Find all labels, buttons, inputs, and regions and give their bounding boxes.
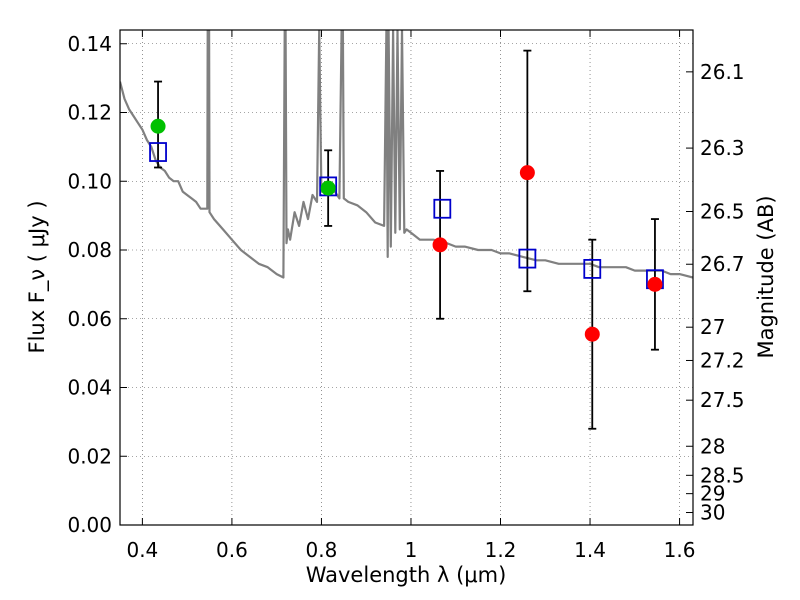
y-tick-label: 0.02 xyxy=(67,444,112,468)
observed-point-red xyxy=(519,165,535,181)
x-tick-label: 0.8 xyxy=(306,538,338,562)
y-tick-label: 0.14 xyxy=(67,32,112,56)
y-axis-label: Flux F_ν ( μJy ) xyxy=(25,200,50,353)
x-tick-labels: 0.4 0.6 0.8 1 1.2 1.4 1.6 xyxy=(126,538,695,562)
x-tick-label: 1 xyxy=(405,538,418,562)
y2-tick-label: 27.5 xyxy=(700,388,745,412)
observed-point-red xyxy=(432,237,448,253)
y2-tick-label: 28.5 xyxy=(700,463,745,487)
observed-point-green xyxy=(320,180,336,196)
y2-tick-label: 26.5 xyxy=(700,199,745,223)
y2-axis-label: Magnitude (AB) xyxy=(754,195,778,358)
grid xyxy=(120,30,693,526)
observed-point-green xyxy=(150,118,166,134)
model-photometry-square xyxy=(149,142,167,162)
observed-point-red xyxy=(584,326,600,342)
axes-frame xyxy=(119,29,694,526)
model-spectrum-line xyxy=(120,30,693,279)
axis-ticks xyxy=(120,30,693,526)
x-tick-label: 0.6 xyxy=(216,538,248,562)
x-tick-label: 1.6 xyxy=(664,538,696,562)
y2-tick-label: 27 xyxy=(700,315,725,339)
y-tick-labels: 0.00 0.02 0.04 0.06 0.08 0.10 0.12 0.14 xyxy=(67,32,112,537)
y2-tick-label: 29 xyxy=(700,482,725,506)
y-tick-label: 0.12 xyxy=(67,101,112,125)
y2-tick-label: 26.1 xyxy=(700,60,745,84)
y-tick-label: 0.06 xyxy=(67,307,112,331)
y-tick-label: 0.10 xyxy=(67,169,112,193)
model-photometry-square xyxy=(433,198,452,219)
x-tick-label: 1.2 xyxy=(485,538,517,562)
observed-point-red xyxy=(647,276,663,292)
y-tick-label: 0.04 xyxy=(67,376,112,400)
x-axis-label: Wavelength λ (μm) xyxy=(306,563,507,587)
y2-tick-label: 26.7 xyxy=(700,252,745,276)
y2-tick-label: 28 xyxy=(700,434,725,458)
plot-area xyxy=(120,30,693,430)
y2-tick-label: 30 xyxy=(700,501,725,525)
y-tick-label: 0.08 xyxy=(67,238,112,262)
y2-tick-label: 26.3 xyxy=(700,136,745,160)
y-tick-label: 0.00 xyxy=(67,513,112,537)
y2-tick-label: 27.2 xyxy=(700,348,745,372)
model-photometry-square xyxy=(583,259,602,279)
x-tick-label: 1.4 xyxy=(574,538,606,562)
x-tick-label: 0.4 xyxy=(126,538,158,562)
model-photometry-square xyxy=(518,248,537,269)
